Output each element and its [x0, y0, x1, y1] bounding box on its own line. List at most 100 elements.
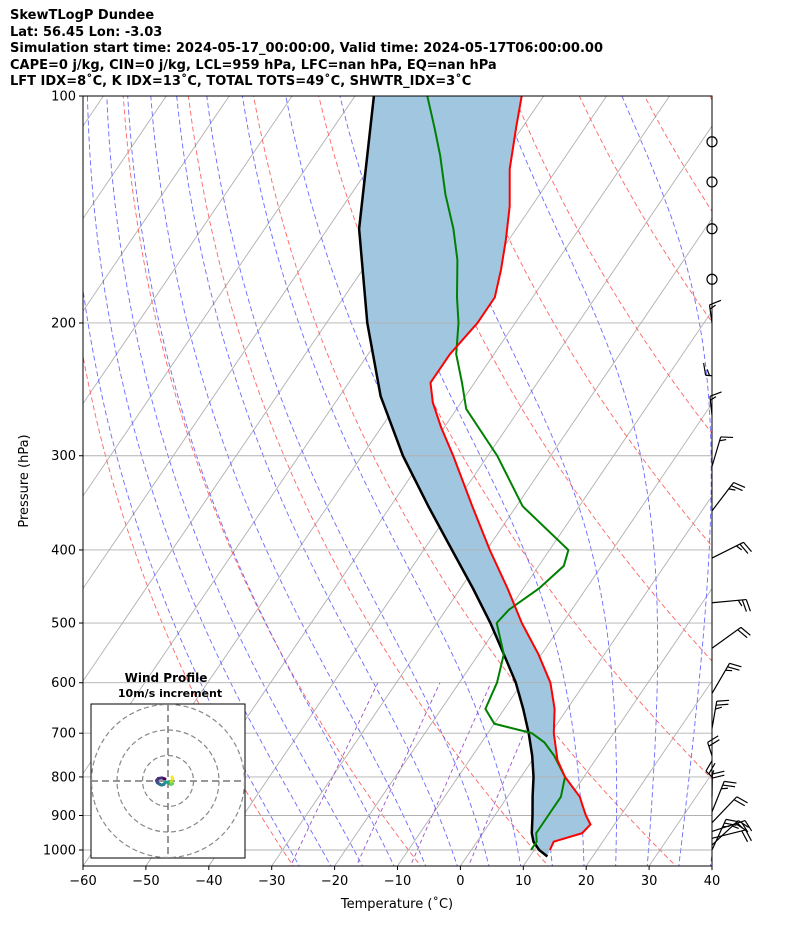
y-tick-label: 600 [51, 676, 76, 691]
isotherm-line [83, 96, 167, 220]
x-tick-label: −60 [69, 874, 96, 889]
index-label: LFT IDX=8˚C, K IDX=13˚C, TOTAL TOTS=49˚C… [10, 74, 472, 89]
isotherm-line [208, 125, 712, 866]
mixing-ratio-line [355, 682, 441, 866]
profile-lines [357, 96, 592, 858]
isotherm-line [83, 96, 356, 497]
dry-adiabat-line [83, 353, 294, 866]
parcel-profile-line [357, 96, 549, 858]
wind-barb-flag [743, 541, 752, 553]
moist-adiabat-line [127, 96, 395, 866]
wind-barb-flag [741, 830, 749, 843]
moist-adiabat-line [621, 96, 712, 866]
wind-barb-flag [737, 822, 743, 829]
x-tick-label: 30 [641, 874, 658, 889]
moist-adiabat-line [339, 96, 585, 866]
wind-barb-flag [741, 599, 747, 612]
y-tick-label: 200 [51, 316, 76, 331]
wind-barb-flag [722, 784, 736, 788]
moist-adiabat-line [206, 96, 490, 866]
x-axis: −60 −50 −40 −30 −20 −10 0 10 20 30 40 [69, 866, 720, 889]
isotherm-line [83, 96, 230, 312]
wind-barb-flag [736, 796, 748, 804]
isotherm-line [271, 217, 712, 866]
wind-barb-staff [711, 436, 722, 467]
wind-barb-flag [739, 543, 749, 554]
time-label: Simulation start time: 2024-05-17_00:00:… [10, 41, 603, 56]
moist-adiabat-line [86, 96, 332, 866]
x-tick-label: −30 [258, 874, 285, 889]
wind-barb-flag [716, 699, 730, 702]
wind-barb-staff [711, 482, 735, 512]
wind-barb-flag [706, 369, 711, 376]
wind-barb-staff [711, 663, 731, 694]
dewpoint-profile-line [426, 96, 570, 851]
temperature-profile-line [429, 96, 592, 851]
chart-header: SkewTLogP Dundee Lat: 56.45 Lon: -3.03 S… [10, 8, 603, 91]
y-tick-label: 100 [51, 90, 76, 105]
wind-barb-flag [712, 774, 725, 779]
mixing-ratio-line [290, 682, 379, 866]
calm-wind-circle [706, 176, 718, 188]
cape-shading [359, 96, 591, 857]
wind-barb-flag [715, 706, 722, 710]
x-tick-label: −50 [132, 874, 159, 889]
x-tick-label: 0 [456, 874, 464, 889]
wind-barb-staff [711, 819, 727, 851]
wind-barb-staff [711, 701, 718, 729]
wind-barb-flag [733, 799, 746, 807]
wind-barbs [703, 136, 753, 851]
isotherm-line [585, 680, 712, 866]
wind-barb-staff [711, 781, 725, 813]
calm-wind-circle [706, 136, 718, 148]
wind-barb-flag [720, 436, 734, 439]
x-tick-label: 20 [578, 874, 595, 889]
wind-barb-staff [705, 770, 713, 778]
x-tick-label: 40 [704, 874, 721, 889]
moist-adiabat-line [83, 286, 300, 866]
wind-barb-flag [719, 438, 727, 442]
y-tick-label: 400 [51, 543, 76, 558]
dry-adiabat-line [187, 96, 549, 866]
isotherm-line [522, 587, 712, 866]
y-axis-label: Pressure (hPa) [17, 434, 32, 527]
wind-barb-flag [729, 662, 742, 668]
wind-barb-staff [709, 396, 713, 416]
wind-barb-flag [745, 829, 752, 842]
wind-barb-staff [707, 742, 713, 756]
wind-barb-flag [707, 735, 719, 743]
moist-adiabat-line [106, 96, 363, 866]
x-tick-label: −20 [321, 874, 348, 889]
wind-barb-flag [708, 762, 716, 775]
dry-adiabat-line [383, 96, 712, 662]
x-axis-label: Temperature (˚C) [340, 896, 453, 912]
dry-adiabat-line [643, 96, 712, 213]
wind-barb-flag [744, 820, 753, 832]
dry-adiabat-line [122, 96, 422, 866]
wind-barb-flag [745, 599, 751, 612]
wind-barb-flag [725, 818, 739, 823]
moist-adiabat-line [499, 96, 659, 866]
calm-wind-circle [706, 273, 718, 285]
wind-barb-flag [735, 545, 743, 551]
wind-barb-staff [711, 819, 746, 833]
moist-adiabat-line [241, 96, 522, 866]
moist-adiabat-line [408, 96, 618, 866]
x-tick-label: −40 [195, 874, 222, 889]
stability-label: CAPE=0 j/kg, CIN=0 j/kg, LCL=959 hPa, LF… [10, 57, 497, 73]
x-tick-label: −10 [384, 874, 411, 889]
wind-barb-flag [727, 666, 740, 671]
wind-barb-flag [709, 299, 722, 306]
wind-barb-flag [709, 391, 722, 397]
isotherm-line [83, 96, 419, 590]
wind-barb-flag [733, 481, 746, 488]
y-tick-label: 500 [51, 617, 76, 632]
dry-adiabat-line [709, 96, 712, 101]
y-tick-label: 700 [51, 727, 76, 742]
isotherm-line [0, 61, 1, 869]
wind-barb-staff [711, 541, 744, 559]
wind-barb-flag [708, 739, 720, 747]
wind-barb-flag [728, 488, 736, 491]
wind-barb-flag [737, 629, 748, 639]
wind-barb-staff [711, 829, 746, 839]
